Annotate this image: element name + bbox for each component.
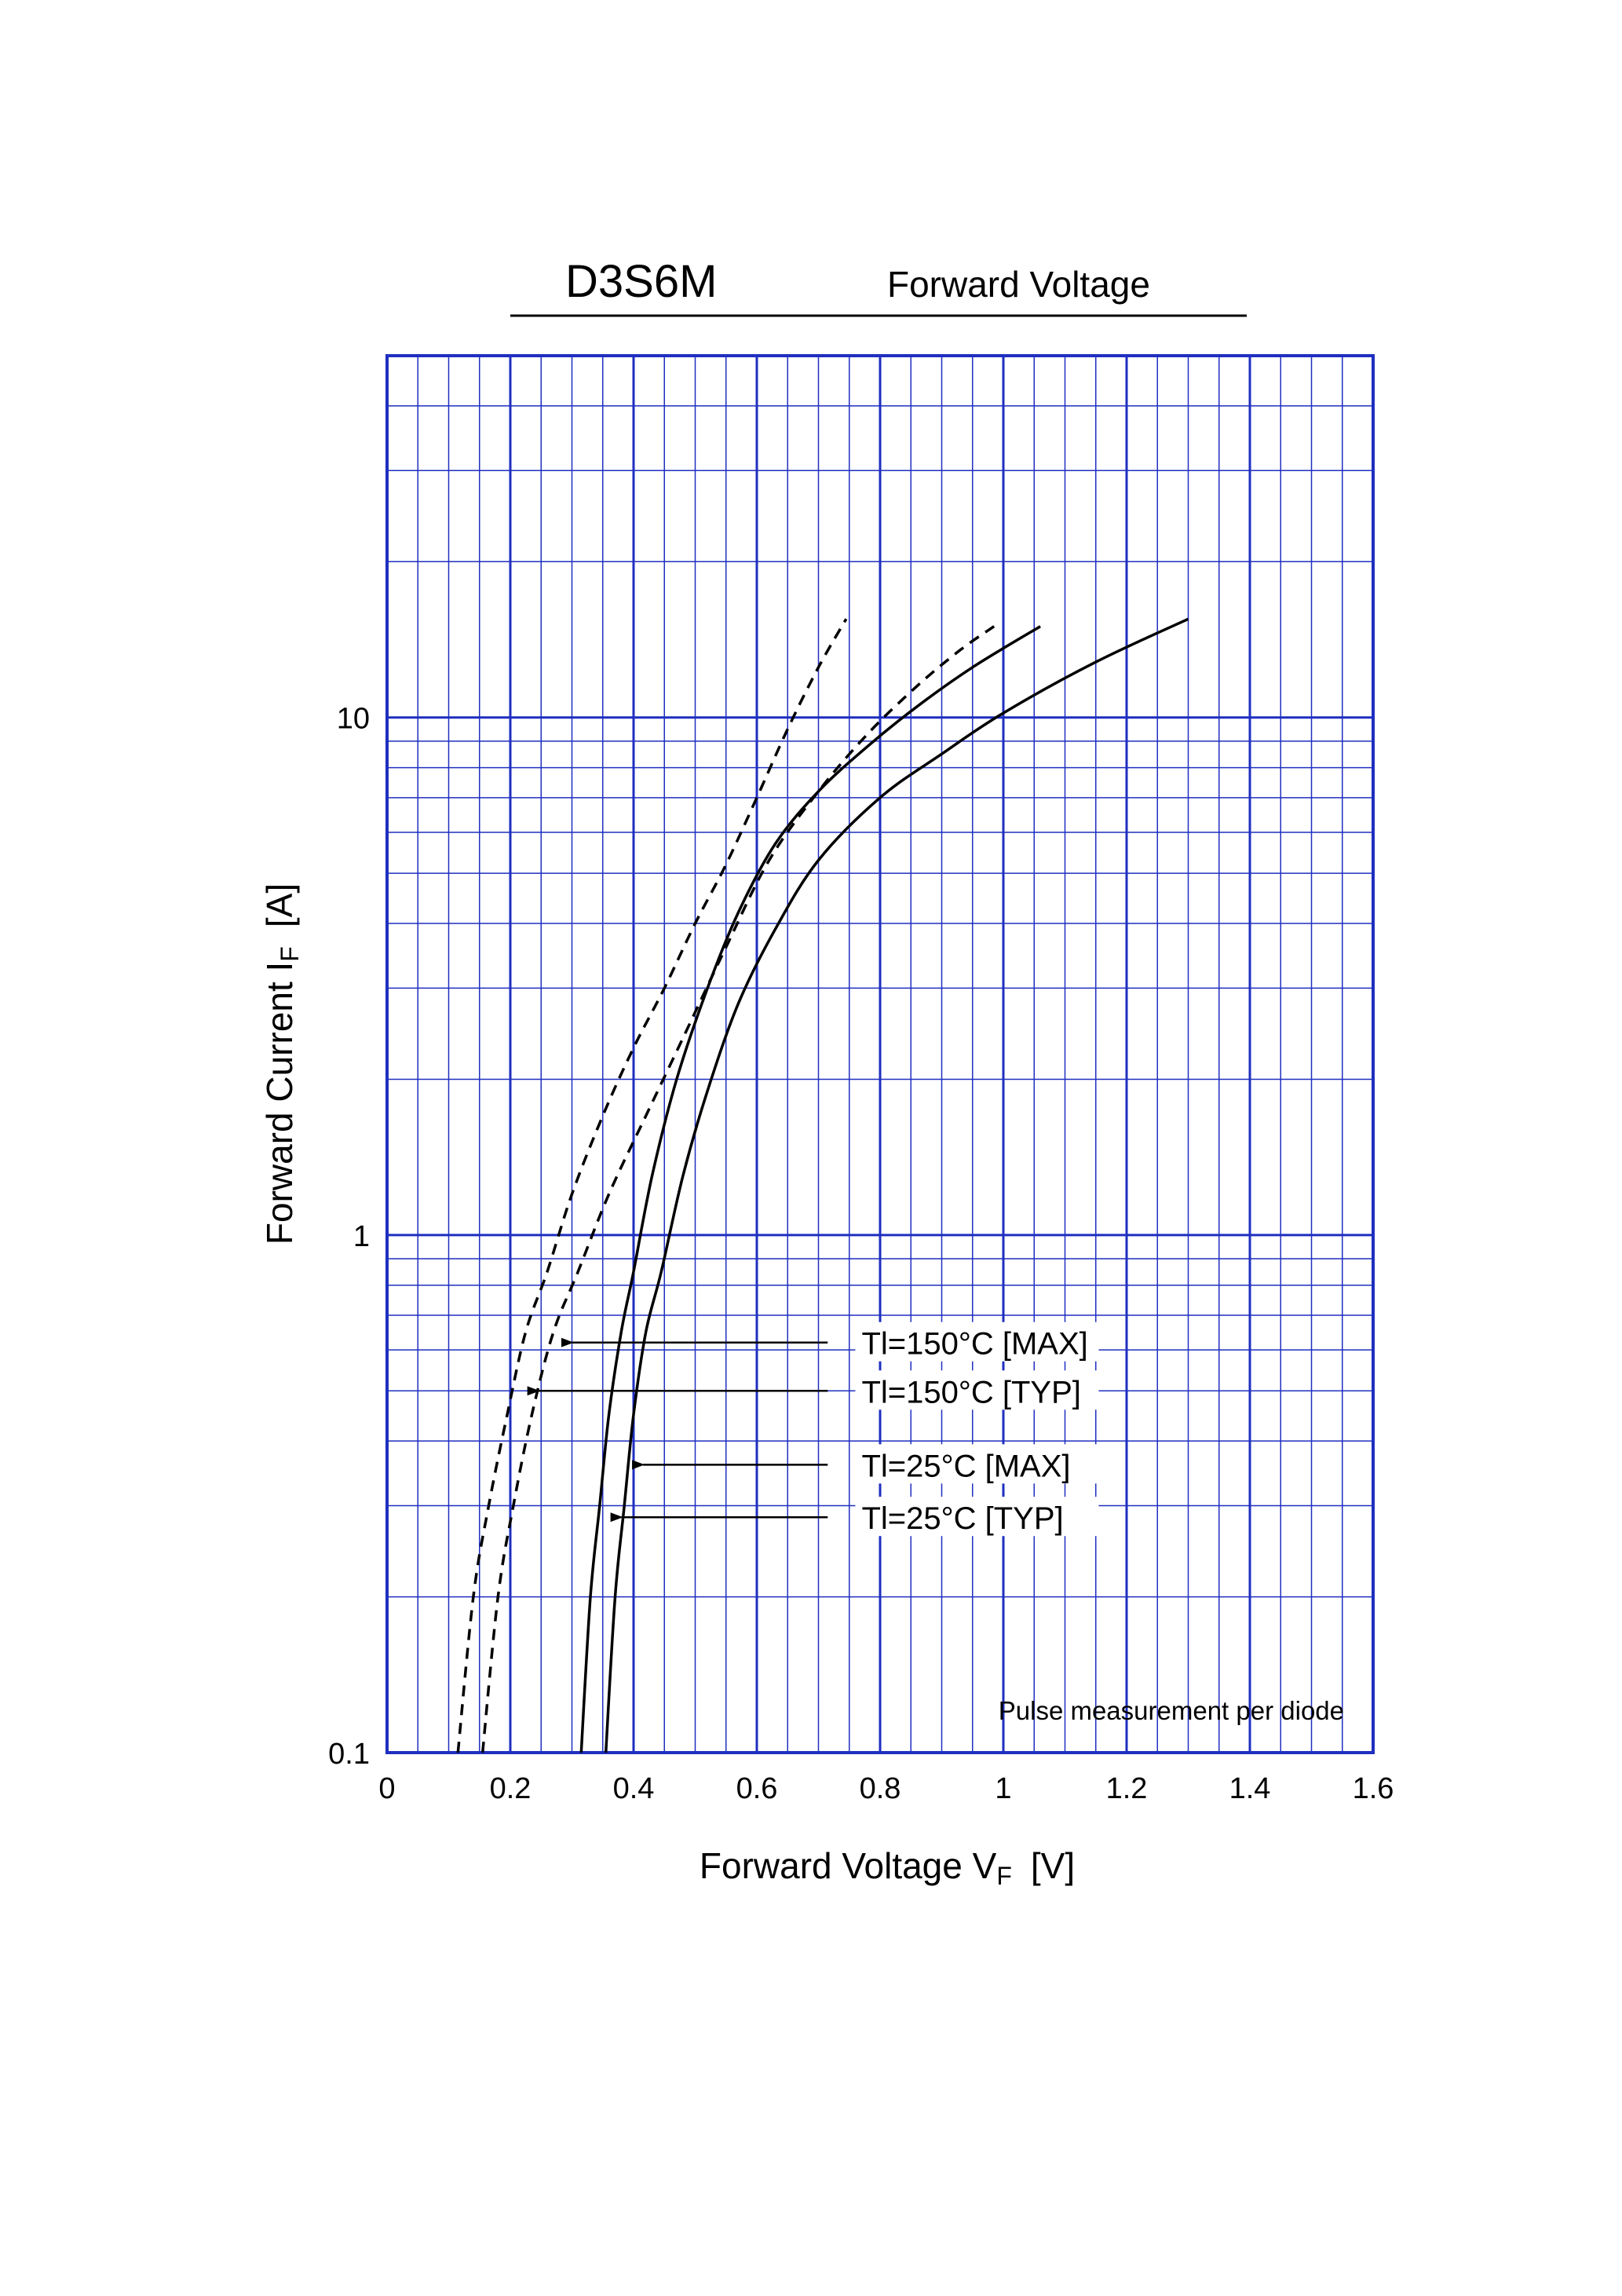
x-axis-label: Forward Voltage VF [V] [700,1845,1075,1890]
x-tick-label: 1 [995,1772,1011,1805]
y-axis-label-unit: [A] [259,883,300,927]
annotations: Tl=150°C [MAX] Tl=150°C [TYP] Tl=25°C [MAX… [527,1322,1099,1537]
x-axis-label-sub: F [996,1862,1012,1890]
chart-title: Forward Voltage [887,264,1150,305]
y-axis-label: Forward Current IF [A] [259,883,304,1245]
series-line [579,625,1041,1753]
measurement-note: Pulse measurement per diode [999,1696,1344,1725]
x-axis-label-main: Forward Voltage V [700,1845,997,1886]
y-tick-label: 0.1 [328,1738,370,1771]
y-tick-label: 10 [337,703,370,736]
x-tick-label: 0.6 [736,1772,778,1805]
annotation-label-bg [855,1497,1099,1537]
y-tick-label: 1 [353,1220,370,1253]
annotation-label-bg [855,1444,1099,1484]
series-line [604,617,1189,1753]
series-line [456,618,848,1753]
x-axis-label-unit: [V] [1031,1845,1075,1886]
x-tick-label: 0.8 [860,1772,901,1805]
annotation-label-bg [855,1370,1099,1410]
x-tick-label: 1.6 [1353,1772,1394,1805]
annotation-label: Tl=150°C [TYP] [861,1375,1080,1409]
x-tick-label: 0.2 [490,1772,532,1805]
y-axis-ticks: 0.1 1 10 [328,703,370,1771]
x-tick-label: 1.4 [1229,1772,1271,1805]
annotation-label: Tl=150°C [MAX] [861,1327,1087,1362]
x-tick-label: 0.4 [613,1772,655,1805]
series [456,617,1189,1753]
grid [387,356,1373,1753]
plot-frame [385,354,1375,1754]
annotation-label-bg [855,1322,1099,1362]
x-tick-label: 0 [378,1772,395,1805]
y-axis-label-sub: F [276,946,304,962]
part-number: D3S6M [565,256,717,307]
series-line [480,625,995,1753]
y-axis-label-main: Forward Current I [259,962,300,1245]
annotation-label: Tl=25°C [MAX] [861,1449,1070,1483]
x-tick-label: 1.2 [1106,1772,1148,1805]
annotation-label: Tl=25°C [TYP] [861,1501,1063,1536]
x-axis-ticks: 0 0.2 0.4 0.6 0.8 1 1.2 1.4 1.6 [378,1772,1394,1805]
